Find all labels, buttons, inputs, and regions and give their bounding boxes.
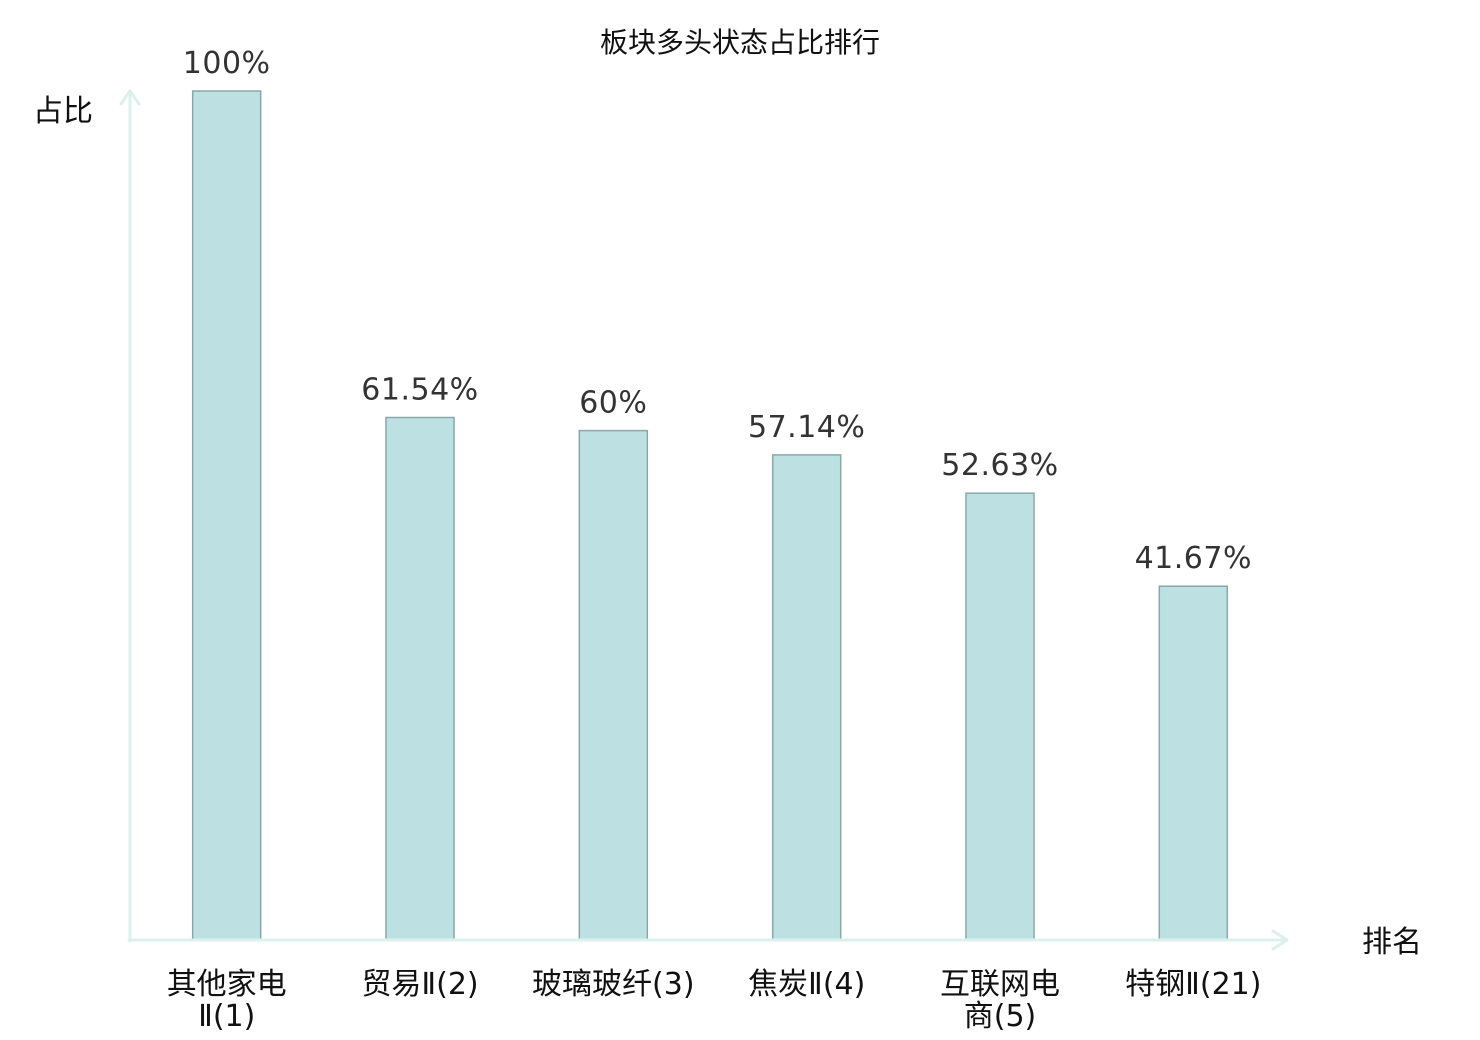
data-label-1: 100% (183, 46, 271, 81)
x-tick-label-6: 特钢Ⅱ(21) (1125, 967, 1261, 1002)
x-axis-label: 排名 (1362, 925, 1422, 960)
x-axis (127, 929, 1289, 951)
x-tick-label-3: 玻璃玻纤(3) (532, 967, 695, 1002)
bar-4 (771, 454, 842, 941)
y-axis-arrow (119, 89, 141, 106)
x-tick-label-5: 互联网电商(5) (940, 967, 1060, 1034)
bar-3 (578, 429, 649, 941)
data-label-2: 61.54% (361, 373, 478, 408)
x-tick-label-2: 贸易Ⅱ(2) (361, 967, 478, 1002)
data-label-6: 41.67% (1135, 541, 1252, 576)
data-labels: 100% 61.54% 60% 57.14% 52.63% 41.67% (183, 46, 1252, 576)
bar-5 (965, 492, 1035, 941)
bar-6 (1158, 585, 1229, 941)
bars (191, 90, 1229, 941)
x-axis-arrow (1271, 929, 1289, 951)
chart-title: 板块多头状态占比排行 (600, 26, 880, 59)
x-tick-label-4: 焦炭Ⅱ(4) (748, 967, 865, 1002)
data-label-3: 60% (579, 386, 647, 421)
data-label-5: 52.63% (941, 448, 1058, 483)
y-axis (119, 89, 141, 943)
y-axis-label: 占比 (33, 94, 93, 129)
x-tick-label-1: 其他家电 Ⅱ(1) (167, 967, 287, 1034)
bar-1 (191, 90, 262, 941)
data-label-4: 57.14% (748, 410, 865, 445)
x-tick-labels: 其他家电 Ⅱ(1) 贸易Ⅱ(2) 玻璃玻纤(3) 焦炭Ⅱ(4) 互联网电商(5) 特钢Ⅱ(2… (167, 967, 1262, 1034)
bar-2 (385, 416, 455, 941)
